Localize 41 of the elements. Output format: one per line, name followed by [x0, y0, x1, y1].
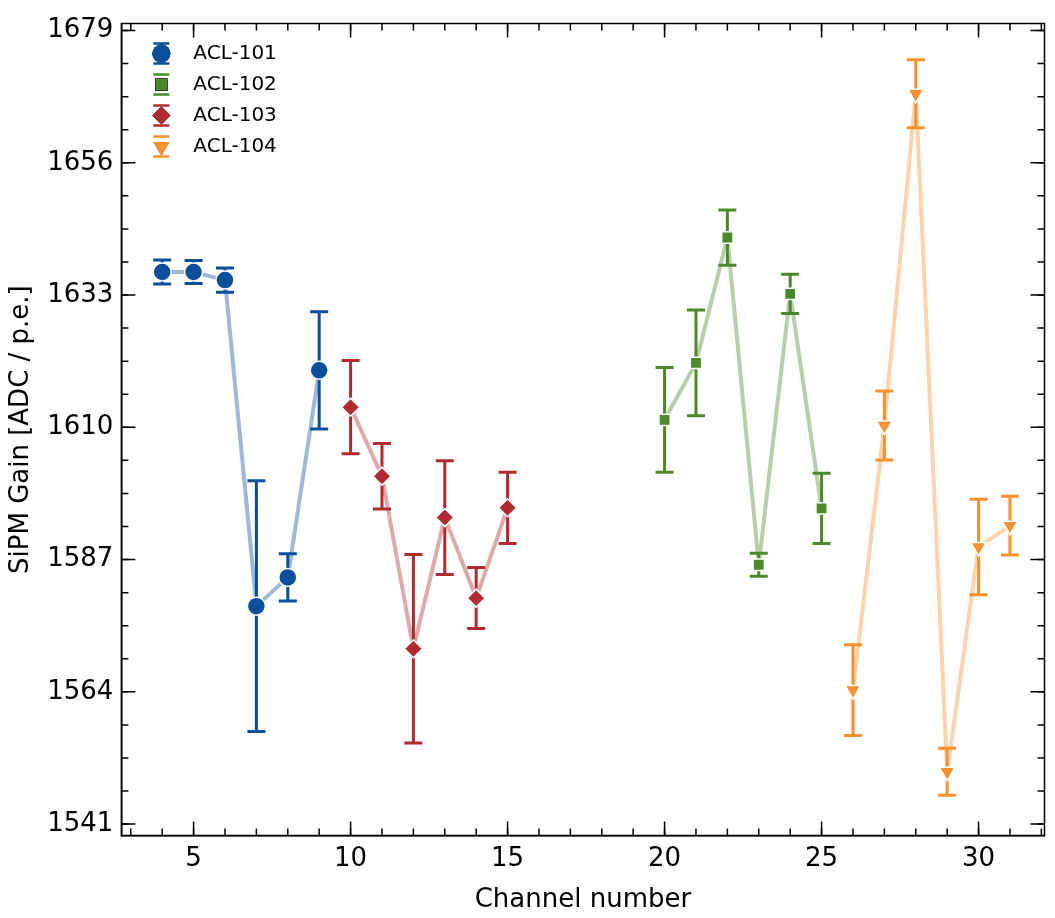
point — [183, 262, 204, 282]
y-tick-label: 1610 — [47, 410, 114, 441]
x-tick-label: 30 — [962, 841, 996, 872]
y-tick-label: 1679 — [47, 13, 114, 44]
legend-label: ACL-101 — [193, 39, 277, 64]
point — [246, 596, 267, 616]
point — [815, 501, 828, 515]
point — [970, 541, 988, 557]
point — [435, 507, 455, 528]
point — [278, 567, 298, 588]
point — [152, 262, 172, 282]
point — [783, 287, 797, 301]
legend-label: ACL-102 — [193, 70, 277, 95]
point — [215, 270, 235, 290]
y-axis-title: SiPM Gain [ADC / p.e.] — [4, 285, 35, 574]
point — [938, 766, 956, 782]
y-tick-label: 1587 — [47, 542, 114, 573]
y-tick-label: 1633 — [47, 277, 114, 308]
point — [309, 360, 329, 381]
point — [658, 413, 671, 427]
x-tick-label: 20 — [648, 841, 682, 872]
x-tick-label: 15 — [491, 841, 525, 872]
legend-label: ACL-104 — [193, 132, 277, 157]
point — [689, 356, 703, 370]
point — [1001, 520, 1019, 536]
point — [340, 397, 361, 417]
point — [844, 684, 862, 700]
legend-label: ACL-103 — [193, 101, 277, 126]
x-tick-label: 25 — [805, 841, 839, 872]
y-tick-label: 1656 — [47, 145, 114, 176]
point — [752, 558, 766, 572]
x-axis-title: Channel number — [474, 883, 692, 914]
point — [403, 638, 424, 659]
point — [466, 588, 486, 608]
y-tick-label: 1541 — [47, 806, 114, 837]
x-tick-label: 10 — [334, 841, 368, 872]
x-tick-label: 5 — [185, 841, 202, 872]
point — [720, 231, 734, 244]
point — [497, 498, 518, 518]
y-tick-label: 1564 — [47, 674, 114, 705]
point — [372, 466, 392, 486]
